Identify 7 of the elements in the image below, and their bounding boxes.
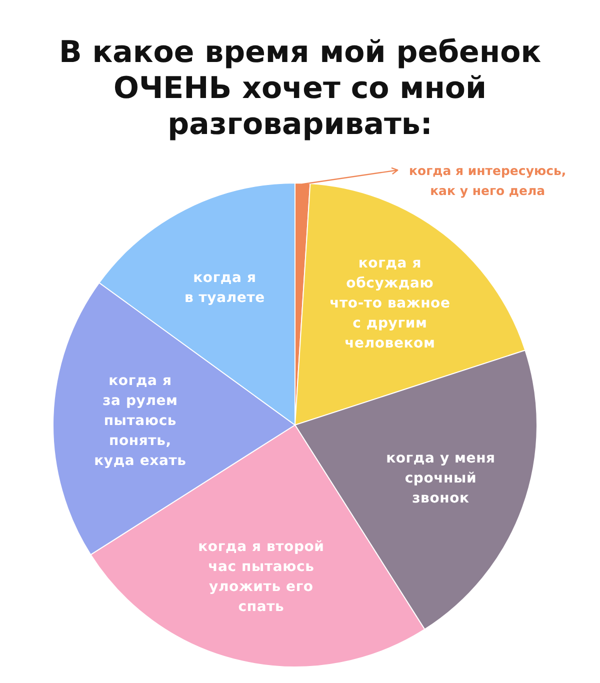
- chart-title: В какое время мой ребенок ОЧЕНЬ хочет со мной разговаривать:: [58, 35, 542, 143]
- slice-label: когда я за рулем пытаюсь понять, куда ехать: [94, 373, 186, 470]
- slice-label: когда я в туалете: [184, 270, 265, 306]
- slice-label: когда я второй час пытаюсь уложить его спать: [198, 539, 324, 616]
- slice-label: когда я обсуждаю что-то важное с другим человеком: [330, 256, 450, 352]
- slice-label: когда у меня срочный звонок: [386, 450, 496, 506]
- legend-label: когда я интересуюсь, как у него дела: [409, 163, 566, 198]
